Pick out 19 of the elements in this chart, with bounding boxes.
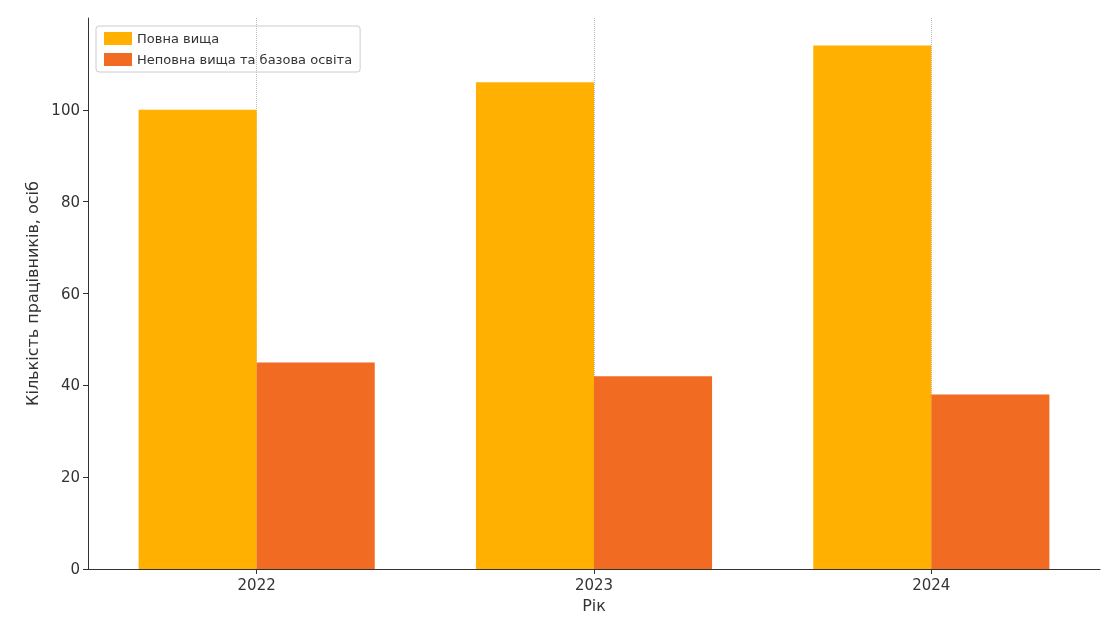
y-tick-label: 40	[60, 376, 80, 395]
x-tick-label: 2023	[574, 575, 614, 594]
x-tick-label: 2024	[912, 575, 951, 594]
y-tick-label: 60	[60, 284, 80, 303]
bar	[138, 109, 257, 569]
y-tick-label: 20	[60, 468, 80, 487]
bar	[813, 45, 932, 569]
y-tick-label: 80	[60, 192, 80, 211]
bar	[256, 362, 375, 569]
legend-label: Повна вища	[137, 31, 220, 46]
bar	[475, 82, 594, 569]
legend-label: Неповна вища та базова освіта	[137, 52, 353, 67]
y-axis-title: Кількість працівників, осіб	[22, 181, 42, 406]
x-axis-title: Рік	[582, 595, 607, 615]
bar	[594, 376, 713, 569]
x-tick-label: 2022	[237, 575, 276, 594]
y-tick-label: 100	[51, 100, 80, 119]
bar	[931, 394, 1050, 569]
y-tick-label: 0	[70, 560, 80, 578]
